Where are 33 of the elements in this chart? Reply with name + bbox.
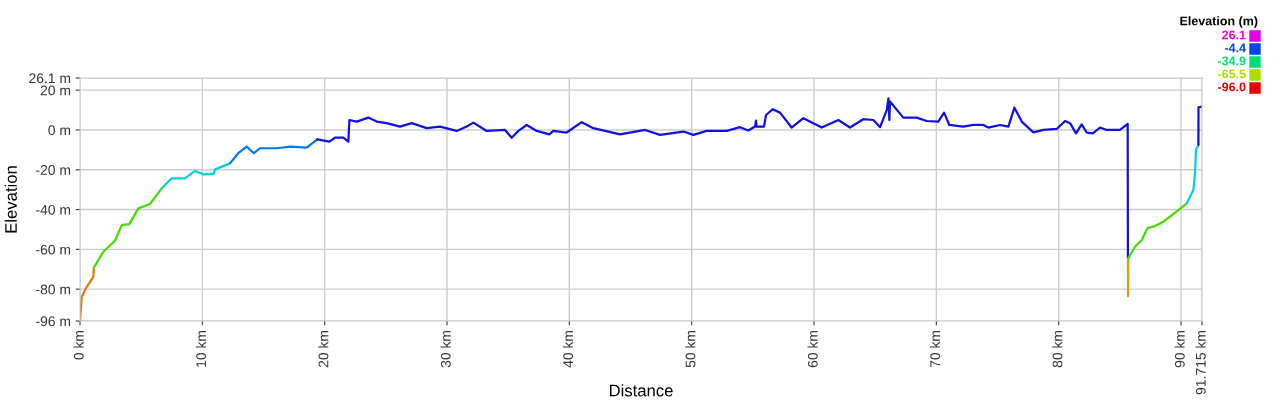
line-series — [1185, 143, 1200, 205]
x-tick-label: 91.715 km — [1195, 330, 1206, 395]
y-tick-label: -96 m — [36, 316, 71, 327]
line-series — [228, 138, 319, 165]
x-tick-label: 70 km — [929, 330, 941, 368]
y-tick-label: -20 m — [36, 165, 71, 175]
x-tick-label: 60 km — [807, 330, 818, 368]
y-tick-label: 26.1 m — [29, 73, 71, 84]
y-tick-label: -40 m — [36, 204, 71, 215]
color-bar-label: -65.5 — [1218, 69, 1246, 79]
x-tick-label: 10 km — [195, 330, 207, 367]
x-tick-label: 30 km — [440, 330, 451, 368]
x-tick-label: 50 km — [685, 330, 696, 368]
x-tick-label: 20 km — [318, 330, 329, 368]
line-series — [160, 162, 232, 190]
line-series — [92, 187, 163, 269]
y-tick-label: -60 m — [36, 244, 71, 255]
color-bar-label: -34.9 — [1218, 56, 1246, 66]
x-tick-label: 90 km — [1174, 330, 1185, 368]
x-tick-label: 0 km — [73, 330, 84, 360]
color-bar-label: -96.0 — [1218, 82, 1246, 92]
color-bar-label: 26.1 — [1222, 30, 1246, 40]
line-series — [1127, 202, 1188, 260]
color-bar-label: -4.4 — [1224, 43, 1246, 53]
color-bar-title: Elevation (m) — [1180, 16, 1258, 28]
y-axis-title: Elevation — [4, 166, 17, 233]
y-tick-label: 0 m — [48, 125, 71, 136]
x-tick-label: 80 km — [1052, 330, 1063, 368]
x-tick-label: 40 km — [562, 330, 574, 368]
x-axis-title: Distance — [609, 384, 673, 397]
y-tick-label: -80 m — [36, 284, 71, 295]
y-tick-label: 20 m — [40, 85, 71, 96]
line-series — [316, 97, 1130, 260]
